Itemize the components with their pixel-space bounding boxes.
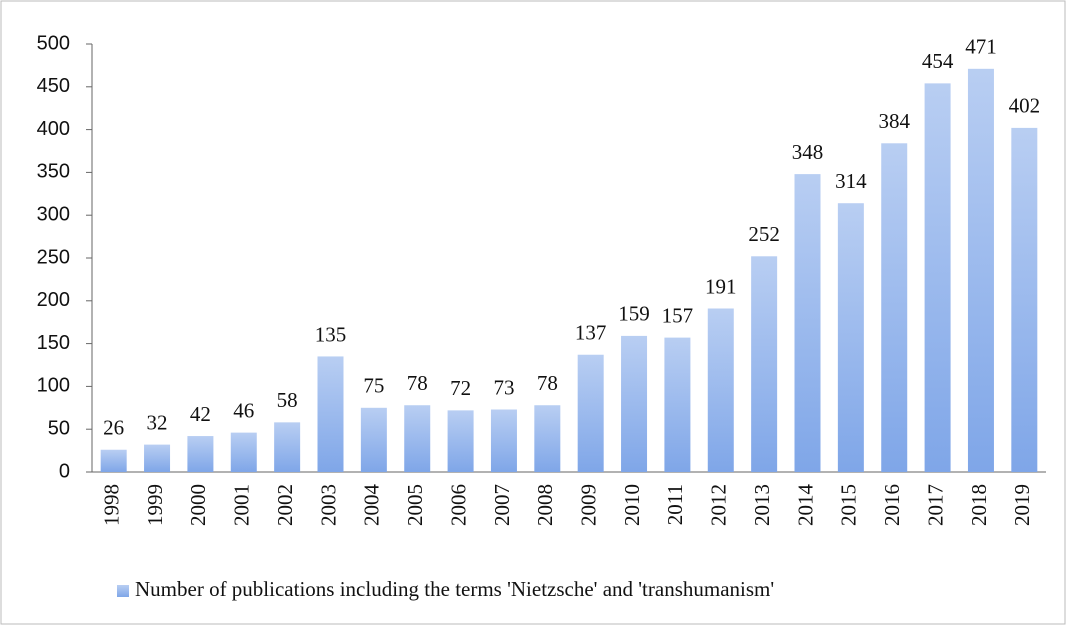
bar	[317, 356, 344, 472]
bar	[187, 436, 214, 472]
bar	[967, 68, 994, 472]
bar	[447, 410, 474, 472]
data-label: 348	[792, 140, 824, 164]
x-tick-label: 2011	[663, 484, 687, 525]
data-label: 454	[922, 49, 954, 73]
x-tick-label: 2001	[230, 484, 254, 526]
bar	[360, 407, 387, 472]
y-tick-label: 250	[37, 246, 70, 268]
data-label: 191	[705, 274, 737, 298]
x-tick-label: 2006	[446, 484, 470, 526]
bar	[404, 405, 431, 472]
data-label: 137	[575, 321, 607, 345]
x-tick-label: 2017	[923, 484, 947, 526]
x-tick-label: 2018	[967, 484, 991, 526]
y-tick-label: 200	[37, 289, 70, 311]
x-tick-label: 2016	[880, 484, 904, 526]
bar	[230, 432, 257, 472]
x-tick-label: 2014	[793, 484, 817, 527]
bar	[621, 335, 648, 472]
bar	[664, 337, 691, 472]
legend-label: Number of publications including the ter…	[135, 577, 774, 601]
bar	[924, 83, 951, 472]
bar	[881, 143, 908, 472]
data-label: 32	[147, 410, 168, 434]
bar	[707, 308, 734, 472]
bar	[100, 449, 127, 472]
y-tick-label: 100	[37, 375, 70, 397]
x-tick-label: 2008	[533, 484, 557, 526]
bar	[794, 174, 821, 472]
bar	[1011, 127, 1038, 472]
x-tick-label: 2019	[1010, 484, 1034, 526]
x-tick-label: 2012	[707, 484, 731, 526]
y-tick-label: 300	[37, 203, 70, 225]
bar	[144, 444, 171, 472]
bar	[534, 405, 561, 472]
x-tick-label: 1998	[99, 484, 123, 526]
data-label: 73	[493, 375, 514, 399]
x-tick-label: 2000	[186, 484, 210, 526]
data-label: 252	[748, 222, 780, 246]
data-label: 26	[103, 416, 124, 440]
data-label: 58	[277, 388, 298, 412]
data-label: 159	[618, 302, 650, 326]
x-tick-label: 2004	[360, 484, 384, 527]
data-label: 75	[363, 374, 384, 398]
y-tick-label: 450	[37, 75, 70, 97]
bar	[577, 354, 604, 472]
data-label: 384	[878, 109, 910, 133]
x-tick-label: 2009	[576, 484, 600, 526]
data-label: 402	[1009, 94, 1041, 118]
data-label: 157	[662, 303, 694, 327]
x-tick-label: 2005	[403, 484, 427, 526]
y-tick-label: 500	[37, 32, 70, 54]
legend-swatch	[117, 585, 129, 597]
data-label: 471	[965, 35, 997, 59]
x-tick-label: 2007	[490, 484, 514, 526]
bar	[274, 422, 301, 472]
data-label: 46	[233, 398, 254, 422]
data-label: 135	[315, 322, 347, 346]
y-tick-label: 150	[37, 332, 70, 354]
bar	[837, 203, 864, 472]
data-label: 78	[407, 371, 428, 395]
y-tick-label: 400	[37, 118, 70, 140]
data-label: 78	[537, 371, 558, 395]
x-tick-label: 2002	[273, 484, 297, 526]
data-label: 42	[190, 402, 211, 426]
data-label: 314	[835, 169, 867, 193]
x-tick-label: 2015	[837, 484, 861, 526]
x-tick-label: 2003	[316, 484, 340, 526]
y-tick-label: 0	[59, 460, 70, 482]
bar	[490, 409, 517, 472]
data-label: 72	[450, 376, 471, 400]
y-tick-label: 50	[48, 417, 70, 439]
y-tick-label: 350	[37, 161, 70, 183]
bar	[751, 256, 778, 472]
x-tick-label: 1999	[143, 484, 167, 526]
x-tick-label: 2013	[750, 484, 774, 526]
x-tick-label: 2010	[620, 484, 644, 526]
